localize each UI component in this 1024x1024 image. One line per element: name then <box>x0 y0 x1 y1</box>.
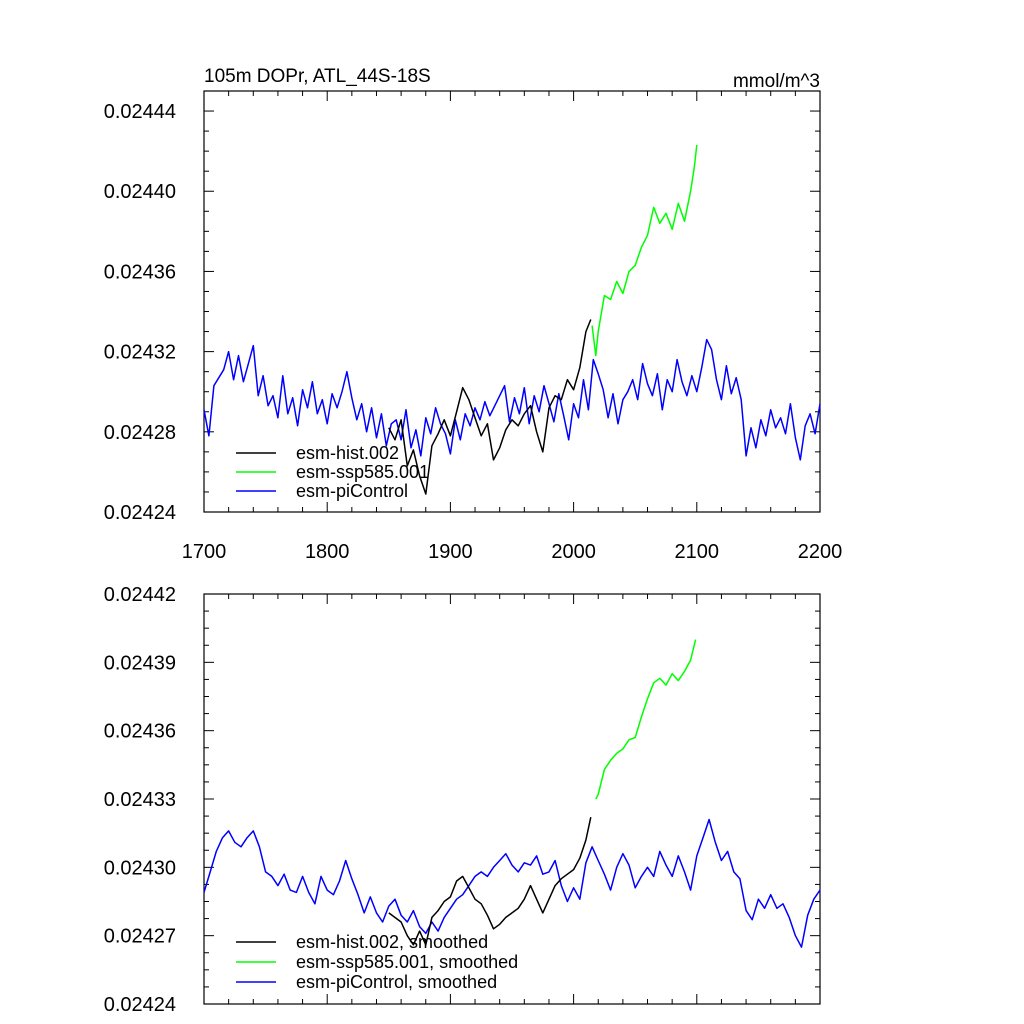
chart-title-left: 105m DOPr, ATL_44S-18S <box>204 66 431 87</box>
top-legend-label-1: esm-ssp585.001 <box>296 462 429 482</box>
bottom-y-tick-label: 0.02427 <box>104 926 176 948</box>
top-y-tick-label: 0.02440 <box>104 181 176 203</box>
bottom-legend-label-1: esm-ssp585.001, smoothed <box>296 952 518 972</box>
top-y-tick-label: 0.02428 <box>104 422 176 444</box>
top-legend-label-0: esm-hist.002 <box>296 443 399 463</box>
bottom-y-tick-label: 0.02436 <box>104 721 176 743</box>
top-y-tick-label: 0.02424 <box>104 502 176 524</box>
bottom-y-tick-label: 0.02424 <box>104 994 176 1016</box>
bottom-series-line-0 <box>388 817 592 946</box>
bottom-y-tick-label: 0.02442 <box>104 584 176 606</box>
bottom-y-tick-label: 0.02439 <box>104 652 176 674</box>
bottom-legend-label-2: esm-piControl, smoothed <box>296 972 497 992</box>
bottom-legend-label-0: esm-hist.002, smoothed <box>296 932 488 952</box>
bottom-y-tick-label: 0.02430 <box>104 857 176 879</box>
bottom-series-line-2 <box>203 818 821 948</box>
top-series-line-1 <box>591 145 698 357</box>
top-y-tick-label: 0.02444 <box>104 101 176 123</box>
bottom-series-line-1 <box>595 639 697 800</box>
top-x-tick-label: 1800 <box>305 541 350 563</box>
top-plot-frame <box>203 90 821 513</box>
top-series-line-2 <box>203 338 821 461</box>
top-y-tick-label: 0.02436 <box>104 261 176 283</box>
top-x-tick-label: 1900 <box>428 541 473 563</box>
top-x-tick-label: 2100 <box>675 541 720 563</box>
bottom-panel: 0.02424 0.02427 0.02430 0.02433 0.02436 0.024… <box>104 584 821 1016</box>
top-series-line-0 <box>388 319 592 495</box>
top-x-tick-label: 1700 <box>182 541 227 563</box>
top-x-tick-label: 2200 <box>798 541 843 563</box>
top-legend-label-2: esm-piControl <box>296 481 408 501</box>
top-x-tick-label: 2000 <box>551 541 596 563</box>
top-y-tick-label: 0.02432 <box>104 342 176 364</box>
top-panel: 1700 1800 1900 2000 2100 2200 0.02424 0.02428 0.… <box>104 90 843 563</box>
bottom-y-tick-label: 0.02433 <box>104 789 176 811</box>
chart-units-label: mmol/m^3 <box>733 71 820 92</box>
